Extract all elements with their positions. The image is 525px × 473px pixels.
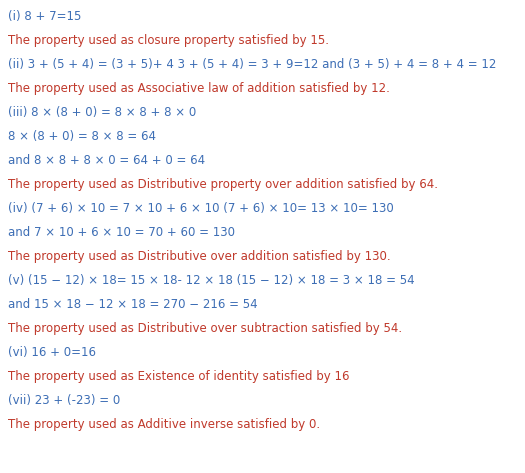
Text: The property used as Additive inverse satisfied by 0.: The property used as Additive inverse sa… [8, 418, 320, 431]
Text: and 7 × 10 + 6 × 10 = 70 + 60 = 130: and 7 × 10 + 6 × 10 = 70 + 60 = 130 [8, 226, 235, 239]
Text: and 15 × 18 − 12 × 18 = 270 − 216 = 54: and 15 × 18 − 12 × 18 = 270 − 216 = 54 [8, 298, 258, 311]
Text: The property used as Existence of identity satisfied by 16: The property used as Existence of identi… [8, 370, 350, 383]
Text: (iv) (7 + 6) × 10 = 7 × 10 + 6 × 10 (7 + 6) × 10= 13 × 10= 130: (iv) (7 + 6) × 10 = 7 × 10 + 6 × 10 (7 +… [8, 202, 394, 215]
Text: and 8 × 8 + 8 × 0 = 64 + 0 = 64: and 8 × 8 + 8 × 0 = 64 + 0 = 64 [8, 154, 205, 167]
Text: (vii) 23 + (-23) = 0: (vii) 23 + (-23) = 0 [8, 394, 120, 407]
Text: 8 × (8 + 0) = 8 × 8 = 64: 8 × (8 + 0) = 8 × 8 = 64 [8, 130, 156, 143]
Text: (i) 8 + 7=15: (i) 8 + 7=15 [8, 10, 81, 23]
Text: The property used as Distributive over addition satisfied by 130.: The property used as Distributive over a… [8, 250, 391, 263]
Text: (iii) 8 × (8 + 0) = 8 × 8 + 8 × 0: (iii) 8 × (8 + 0) = 8 × 8 + 8 × 0 [8, 106, 196, 119]
Text: (vi) 16 + 0=16: (vi) 16 + 0=16 [8, 346, 96, 359]
Text: The property used as Distributive over subtraction satisfied by 54.: The property used as Distributive over s… [8, 322, 402, 335]
Text: The property used as closure property satisfied by 15.: The property used as closure property sa… [8, 34, 329, 47]
Text: The property used as Distributive property over addition satisfied by 64.: The property used as Distributive proper… [8, 178, 438, 191]
Text: The property used as Associative law of addition satisfied by 12.: The property used as Associative law of … [8, 82, 390, 95]
Text: (ii) 3 + (5 + 4) = (3 + 5)+ 4 3 + (5 + 4) = 3 + 9=12 and (3 + 5) + 4 = 8 + 4 = 1: (ii) 3 + (5 + 4) = (3 + 5)+ 4 3 + (5 + 4… [8, 58, 496, 71]
Text: (v) (15 − 12) × 18= 15 × 18- 12 × 18 (15 − 12) × 18 = 3 × 18 = 54: (v) (15 − 12) × 18= 15 × 18- 12 × 18 (15… [8, 274, 415, 287]
